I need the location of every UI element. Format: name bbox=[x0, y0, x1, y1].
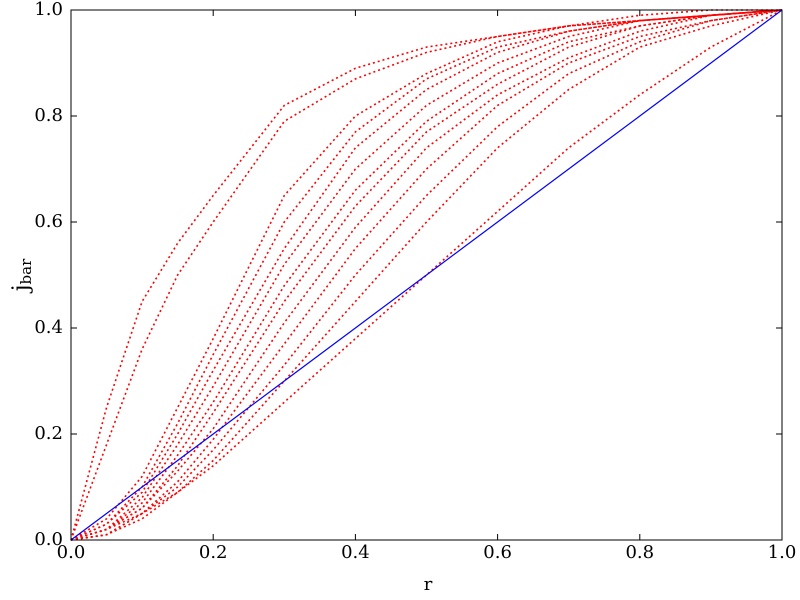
x-tick-label: 0.8 bbox=[625, 542, 654, 563]
y-axis-label-sub: bar bbox=[17, 258, 35, 285]
data-line bbox=[70, 9, 782, 541]
data-line bbox=[70, 9, 783, 541]
x-tick-label: 0.6 bbox=[483, 542, 512, 563]
x-tick-label: 0.0 bbox=[57, 542, 86, 563]
data-line bbox=[70, 9, 783, 541]
data-line bbox=[70, 9, 783, 541]
x-tick-label: 0.4 bbox=[341, 542, 370, 563]
data-line bbox=[70, 9, 783, 541]
data-line bbox=[70, 9, 783, 541]
y-axis-label: jbar bbox=[9, 258, 35, 294]
plot-frame bbox=[70, 9, 783, 541]
y-tick-label: 0.6 bbox=[34, 211, 63, 232]
y-axis-label-base: j bbox=[9, 284, 34, 294]
x-tick-label: 0.2 bbox=[199, 542, 228, 563]
x-axis-label: r bbox=[424, 574, 433, 595]
x-tick-label: 1.0 bbox=[768, 542, 797, 563]
data-line bbox=[70, 9, 783, 541]
y-tick-label: 0.4 bbox=[34, 317, 63, 338]
y-tick-label: 0.0 bbox=[34, 529, 63, 550]
data-line bbox=[70, 9, 783, 541]
y-tick-label: 1.0 bbox=[34, 0, 63, 20]
data-line bbox=[70, 9, 783, 541]
y-tick-label: 0.8 bbox=[34, 105, 63, 126]
data-line bbox=[70, 9, 783, 541]
y-tick-label: 0.2 bbox=[34, 423, 63, 444]
